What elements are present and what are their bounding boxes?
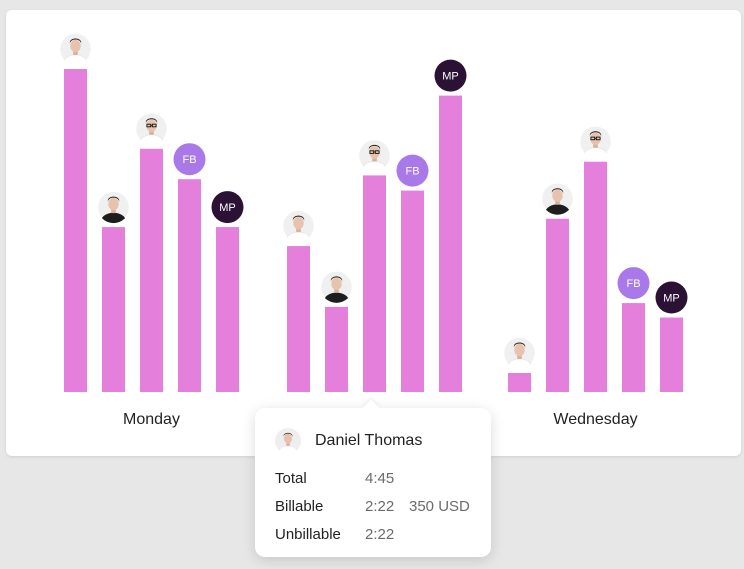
initials-avatar: MP xyxy=(434,59,467,92)
person-avatar-icon xyxy=(319,270,354,304)
category-label: Monday xyxy=(123,411,180,428)
bar[interactable] xyxy=(64,69,87,392)
tooltip-name: Daniel Thomas xyxy=(315,432,423,449)
avatar-initials: FB xyxy=(182,154,196,166)
tooltip-row-label: Billable xyxy=(275,497,324,515)
bar[interactable] xyxy=(439,95,462,392)
avatar-initials: MP xyxy=(219,202,236,214)
bar[interactable] xyxy=(622,303,645,392)
tooltip-row-value: 4:45 xyxy=(365,469,395,487)
avatar-initials: MP xyxy=(442,71,459,83)
tooltip-row-value: 2:22 xyxy=(365,497,395,515)
avatar-initials: FB xyxy=(405,166,419,178)
initials-avatar: FB xyxy=(396,154,429,187)
avatar-initials: MP xyxy=(663,293,680,305)
person-avatar-icon xyxy=(58,32,93,66)
bar[interactable] xyxy=(660,317,683,392)
person-avatar-icon xyxy=(540,181,575,216)
tooltip-row-amount: 350 USD xyxy=(409,497,470,515)
tooltip-header: Daniel Thomas xyxy=(275,428,422,454)
bar[interactable] xyxy=(287,246,310,392)
bar[interactable] xyxy=(363,175,386,392)
person-avatar-icon xyxy=(578,124,613,159)
person-avatar-icon xyxy=(275,428,301,454)
bar[interactable] xyxy=(178,179,201,392)
initials-avatar: MP xyxy=(211,191,244,224)
initials-avatar: FB xyxy=(617,267,650,300)
bar[interactable] xyxy=(508,373,531,392)
person-avatar-icon xyxy=(357,138,392,173)
bar[interactable] xyxy=(216,227,239,392)
category-label: Wednesday xyxy=(553,411,637,428)
tooltip-avatar xyxy=(275,428,301,454)
tooltip-row-total: Total 4:45 xyxy=(275,468,409,488)
tooltip-row-label: Total xyxy=(275,469,307,487)
tooltip-row-value: 2:22 xyxy=(365,525,395,543)
member-tooltip: Daniel Thomas Total 4:45 Billable 2:22 3… xyxy=(255,399,491,557)
initials-avatar: FB xyxy=(173,143,206,176)
bar[interactable] xyxy=(325,306,348,392)
bar[interactable] xyxy=(140,148,163,392)
bar[interactable] xyxy=(584,161,607,392)
avatar-initials: FB xyxy=(626,278,640,290)
bar[interactable] xyxy=(546,218,569,392)
bar[interactable] xyxy=(102,227,125,392)
tooltip-row-label: Unbillable xyxy=(275,525,341,543)
person-avatar-icon xyxy=(281,209,316,243)
person-avatar-icon xyxy=(502,336,537,370)
person-avatar-icon xyxy=(96,190,131,224)
bar[interactable] xyxy=(401,190,424,392)
tooltip-row-billable: Billable 2:22 350 USD xyxy=(275,496,470,516)
initials-avatar: MP xyxy=(655,281,688,314)
person-avatar-icon xyxy=(134,112,169,146)
tooltip-row-unbillable: Unbillable 2:22 xyxy=(275,524,409,544)
